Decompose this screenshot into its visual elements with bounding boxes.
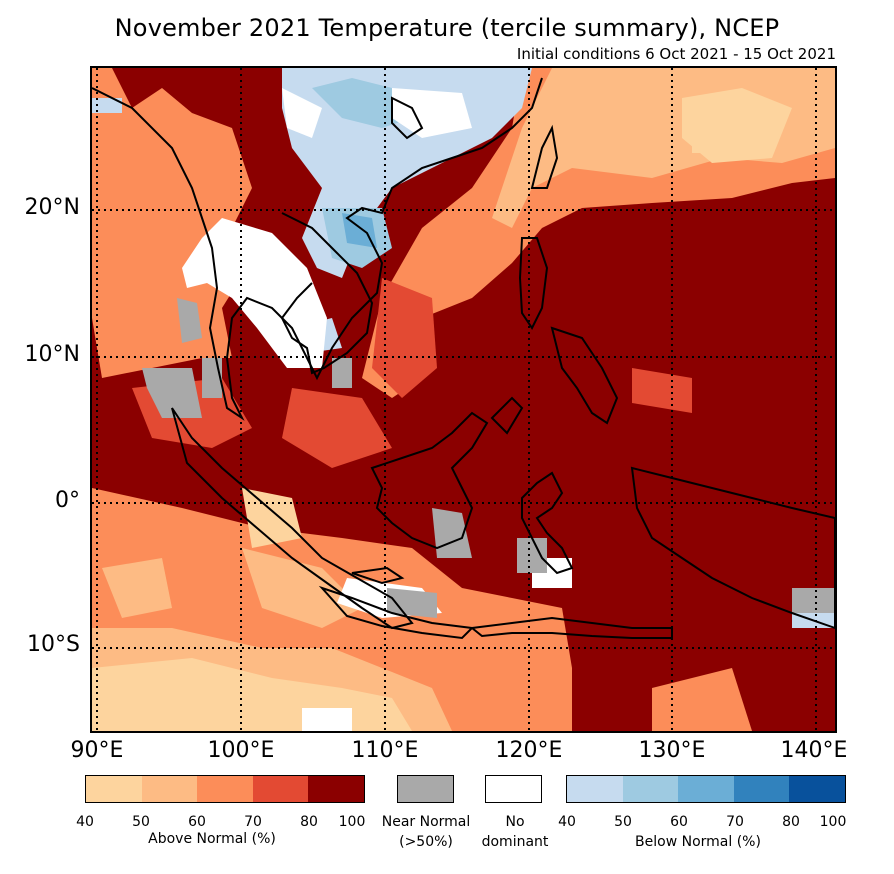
above-normal-50-60-swatch [141, 776, 198, 802]
lon-label-100e: 100°E [207, 738, 275, 763]
below-normal-40-50-swatch [567, 776, 623, 802]
below-normal-80-100-swatch [789, 776, 845, 802]
above-tick-50: 50 [132, 814, 150, 830]
below-normal-label: Below Normal (%) [635, 834, 761, 850]
forecast-map [90, 66, 837, 733]
above-normal-80-100-swatch [308, 776, 364, 802]
above-normal-colorbar [85, 775, 365, 803]
lon-label-130e: 130°E [638, 738, 706, 763]
below-normal-50-60-swatch [622, 776, 679, 802]
near-normal-swatch [397, 775, 454, 803]
above-tick-80: 80 [300, 814, 318, 830]
lat-label-0: 0° [55, 488, 80, 513]
lon-label-110e: 110°E [351, 738, 419, 763]
lon-label-140e: 140°E [780, 738, 848, 763]
above-normal-40-50-swatch [86, 776, 142, 802]
gridlines [92, 68, 835, 731]
no-dominant-region [182, 88, 572, 731]
below-tick-100: 100 [819, 814, 847, 830]
near-normal-label-2: (>50%) [399, 834, 453, 850]
below-tick-40: 40 [558, 814, 576, 830]
no-dominant-label-1: No [505, 814, 525, 830]
map-title: November 2021 Temperature (tercile summa… [114, 14, 780, 42]
lat-label-10n: 10°N [24, 342, 80, 367]
above-normal-label: Above Normal (%) [148, 831, 276, 847]
coastlines [92, 77, 835, 640]
map-subtitle: Initial conditions 6 Oct 2021 - 15 Oct 2… [516, 45, 836, 63]
below-tick-80: 80 [782, 814, 800, 830]
below-tick-70: 70 [726, 814, 744, 830]
below-normal-colorbar [566, 775, 846, 803]
lon-label-90e: 90°E [70, 738, 124, 763]
below-normal-70-80-swatch [733, 776, 790, 802]
no-dominant-swatch [485, 775, 542, 803]
no-dominant-label-2: dominant [481, 834, 549, 850]
lon-label-120e: 120°E [495, 738, 563, 763]
above-tick-40: 40 [76, 814, 94, 830]
above-tick-60: 60 [188, 814, 206, 830]
lat-label-10s: 10°S [27, 632, 80, 657]
map-canvas [92, 68, 835, 731]
near-normal-label-1: Near Normal [381, 814, 471, 830]
near-normal-region [142, 298, 835, 618]
above-normal-70-80-swatch [252, 776, 309, 802]
above-normal-60-70-swatch [197, 776, 253, 802]
below-normal-60-70-swatch [678, 776, 734, 802]
above-tick-70: 70 [244, 814, 262, 830]
above-tick-100: 100 [338, 814, 366, 830]
below-tick-50: 50 [614, 814, 632, 830]
below-tick-60: 60 [670, 814, 688, 830]
lat-label-20n: 20°N [24, 195, 80, 220]
